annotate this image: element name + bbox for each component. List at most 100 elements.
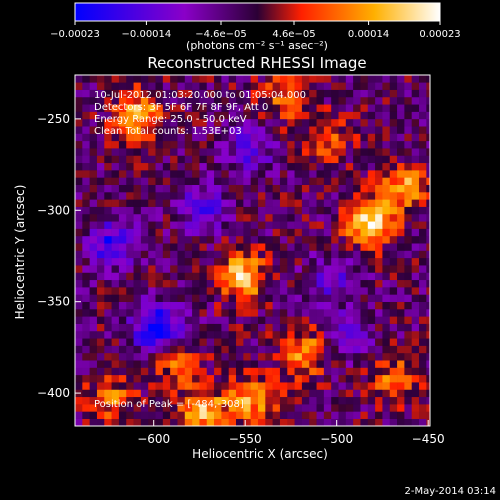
y-tick-label: −400	[37, 386, 70, 400]
heatmap-cell	[206, 323, 215, 332]
heatmap-cell	[257, 199, 266, 207]
heatmap-cell	[345, 265, 354, 273]
heatmap-cell	[111, 250, 120, 259]
heatmap-cell	[126, 170, 134, 178]
heatmap-cell	[184, 265, 193, 273]
heatmap-cell	[177, 140, 186, 149]
heatmap-cell	[375, 294, 383, 302]
heatmap-cell	[111, 162, 120, 171]
heatmap-cell	[214, 279, 222, 288]
heatmap-cell	[316, 279, 325, 288]
heatmap-cell	[382, 184, 391, 193]
heatmap-cell	[257, 272, 266, 281]
heatmap-cell	[382, 345, 391, 354]
heatmap-cell	[243, 199, 251, 207]
heatmap-cell	[353, 104, 361, 112]
heatmap-cell	[104, 389, 112, 398]
heatmap-cell	[96, 345, 105, 354]
heatmap-cell	[279, 279, 288, 288]
heatmap-cell	[89, 104, 98, 112]
heatmap-cell	[177, 257, 186, 266]
heatmap-cell	[309, 206, 317, 215]
heatmap-cell	[419, 199, 427, 207]
heatmap-cell	[411, 111, 420, 120]
heatmap-cell	[309, 96, 317, 105]
heatmap-cell	[104, 243, 112, 251]
heatmap-cell	[133, 148, 142, 156]
heatmap-cell	[177, 316, 186, 324]
heatmap-cell	[389, 177, 398, 185]
heatmap-cell	[294, 155, 303, 164]
heatmap-cell	[316, 250, 325, 259]
heatmap-cell	[331, 133, 339, 142]
heatmap-cell	[389, 287, 398, 295]
heatmap-cell	[345, 301, 354, 310]
annotation-line: Detectors: 3F 5F 6F 7F 8F 9F, Att 0	[94, 102, 268, 113]
heatmap-cell	[411, 140, 420, 149]
heatmap-cell	[272, 82, 281, 90]
heatmap-cell	[221, 170, 230, 178]
heatmap-cell	[309, 294, 317, 302]
heatmap-cell	[243, 221, 251, 229]
heatmap-cell	[155, 89, 164, 98]
heatmap-cell	[236, 257, 244, 266]
heatmap-cell	[104, 118, 112, 127]
heatmap-cell	[140, 330, 149, 339]
heatmap-cell	[228, 250, 237, 259]
heatmap-cell	[389, 352, 398, 361]
heatmap-cell	[228, 418, 237, 426]
heatmap-cell	[272, 148, 281, 156]
heatmap-cell	[389, 140, 398, 149]
heatmap-cell	[192, 162, 200, 171]
heatmap-cell	[331, 323, 339, 332]
heatmap-cell	[170, 126, 178, 134]
heatmap-cell	[375, 228, 383, 237]
heatmap-cell	[360, 257, 369, 266]
heatmap-cell	[389, 294, 398, 302]
heatmap-cell	[265, 404, 273, 412]
heatmap-cell	[389, 228, 398, 237]
heatmap-cell	[265, 338, 273, 346]
heatmap-cell	[133, 199, 142, 207]
heatmap-cell	[257, 243, 266, 251]
heatmap-cell	[294, 89, 303, 98]
heatmap-cell	[140, 316, 149, 324]
heatmap-cell	[367, 148, 376, 156]
heatmap-cell	[353, 192, 361, 200]
heatmap-cell	[331, 82, 339, 90]
heatmap-cell	[155, 96, 164, 105]
heatmap-cell	[177, 294, 186, 302]
heatmap-cell	[199, 345, 208, 354]
heatmap-cell	[214, 133, 222, 142]
heatmap-cell	[257, 118, 266, 127]
heatmap-cell	[316, 360, 325, 368]
heatmap-cell	[353, 330, 361, 339]
heatmap-cell	[367, 221, 376, 229]
heatmap-cell	[411, 221, 420, 229]
heatmap-cell	[243, 104, 251, 112]
heatmap-cell	[323, 228, 332, 237]
heatmap-cell	[170, 111, 178, 120]
heatmap-cell	[206, 148, 215, 156]
heatmap-cell	[96, 162, 105, 171]
heatmap-cell	[382, 352, 391, 361]
heatmap-cell	[111, 294, 120, 302]
heatmap-cell	[243, 411, 251, 419]
heatmap-cell	[360, 192, 369, 200]
heatmap-cell	[382, 75, 391, 83]
heatmap-cell	[389, 126, 398, 134]
heatmap-cell	[228, 367, 237, 376]
heatmap-cell	[316, 177, 325, 185]
heatmap-cell	[419, 118, 427, 127]
heatmap-cell	[228, 279, 237, 288]
heatmap-cell	[419, 265, 427, 273]
heatmap-cell	[192, 265, 200, 273]
heatmap-cell	[353, 228, 361, 237]
heatmap-cell	[228, 338, 237, 346]
heatmap-cell	[170, 118, 178, 127]
heatmap-cell	[353, 177, 361, 185]
heatmap-cell	[82, 199, 90, 207]
heatmap-cell	[228, 177, 237, 185]
heatmap-cell	[309, 352, 317, 361]
heatmap-cell	[287, 192, 295, 200]
